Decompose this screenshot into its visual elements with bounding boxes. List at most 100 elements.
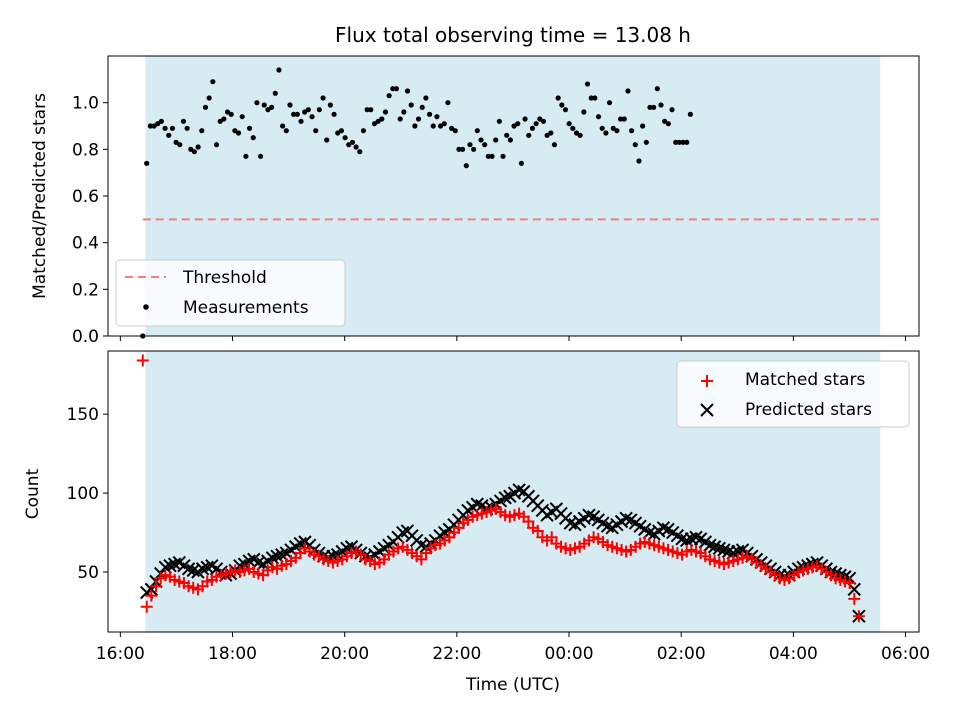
matched-star-marker: [848, 592, 861, 605]
count-y-tick-label: 100: [67, 484, 99, 504]
measurement-point: [540, 118, 547, 124]
measurement-point: [595, 114, 602, 120]
count-x-tick-label: 20:00: [320, 644, 369, 664]
measurement-point: [360, 128, 367, 134]
measurement-point: [522, 116, 528, 122]
predicted-star-marker: [195, 562, 210, 576]
ratio-y-tick-label: 1.0: [72, 94, 99, 114]
measurement-point: [548, 130, 554, 136]
measurement-point: [272, 90, 278, 96]
measurement-point: [533, 121, 539, 127]
matched-star-marker: [140, 600, 153, 613]
measurement-point: [482, 142, 488, 148]
count-x-tick-label: 06:00: [881, 644, 930, 664]
measurement-point: [206, 95, 212, 101]
measurement-point: [496, 118, 502, 124]
measurement-point: [386, 93, 392, 99]
measurement-point: [452, 128, 458, 134]
predicted-star-marker: [619, 511, 633, 526]
measurement-point: [239, 114, 245, 120]
measurement-point: [368, 107, 374, 113]
measurement-point: [504, 132, 510, 138]
measurement-point: [636, 158, 642, 164]
measurement-point: [577, 132, 583, 138]
measurement-point: [592, 95, 598, 101]
ratio-legend: Threshold Measurements: [115, 259, 346, 327]
measurement-point: [621, 116, 627, 122]
count-x-tick-label: 18:00: [208, 644, 257, 664]
measurement-point: [305, 107, 311, 113]
measurement-point: [485, 153, 491, 159]
measurement-point: [379, 116, 385, 122]
measurement-point: [199, 128, 205, 134]
matched-star-marker: [145, 589, 158, 602]
measurement-point: [614, 128, 620, 134]
count-panel: 50 100 150 16:00 18:00 20:00 22:00 00:00 02:00 0…: [23, 350, 930, 695]
measurement-point: [687, 111, 693, 117]
count-y-tick-label: 50: [77, 563, 99, 583]
measurement-point: [144, 160, 150, 166]
measurement-point: [625, 88, 631, 94]
predicted-star-marker: [707, 540, 722, 554]
measurement-point: [390, 86, 396, 92]
matched-star-marker: [415, 553, 428, 566]
matched-star-marker: [136, 354, 149, 367]
measurement-point: [599, 125, 605, 131]
measurement-point: [316, 107, 322, 113]
measurement-point: [397, 116, 403, 122]
measurement-point: [338, 128, 345, 134]
measurement-point: [158, 118, 164, 124]
measurement-point: [327, 102, 333, 108]
matched-star-marker: [150, 580, 163, 593]
measurement-point: [640, 123, 646, 129]
predicted-star-marker: [512, 483, 526, 497]
measurement-point: [221, 116, 227, 122]
predicted-star-marker: [582, 508, 596, 522]
measurement-point: [353, 144, 359, 150]
measurement-point: [654, 86, 660, 92]
chart-title: Flux total observing time = 13.08 h: [335, 23, 691, 47]
ratio-y-tick-label: 0.8: [72, 140, 99, 160]
measurement-point: [415, 116, 422, 122]
measurement-point: [489, 153, 495, 159]
measurement-point: [147, 123, 153, 129]
ratio-y-tick-label: 0.4: [72, 234, 99, 254]
legend-predicted-swatch: [700, 403, 714, 417]
measurement-point: [382, 109, 389, 115]
count-x-tick-label: 02:00: [657, 644, 706, 664]
measurement-points: [140, 67, 693, 339]
measurement-point: [617, 116, 624, 122]
measurement-point: [166, 132, 172, 138]
measurement-point: [518, 160, 525, 166]
measurement-point: [493, 137, 499, 143]
measurement-point: [280, 123, 286, 129]
measurement-point: [283, 128, 289, 134]
measurement-point: [404, 88, 411, 94]
matched-star-marker: [522, 515, 535, 528]
matched-star-marker: [531, 524, 544, 537]
measurement-point: [474, 128, 480, 134]
x-axis-label: Time (UTC): [465, 675, 560, 695]
count-panel-frame: [107, 350, 920, 633]
measurement-point: [658, 102, 664, 108]
ratio-legend-box: [115, 259, 346, 327]
measurement-point: [393, 86, 400, 92]
predicted-star-marker: [703, 538, 717, 552]
measurement-point: [313, 128, 319, 134]
measurement-point: [463, 163, 469, 169]
ratio-y-tick-label: 0.6: [72, 187, 99, 207]
measurement-point: [210, 79, 216, 85]
measurement-point: [606, 100, 613, 106]
measurement-point: [651, 104, 657, 110]
measurement-point: [195, 144, 201, 150]
measurement-point: [254, 100, 260, 106]
measurement-point: [529, 125, 536, 131]
measurement-point: [269, 104, 275, 110]
predicted-star-marker: [689, 530, 703, 544]
predicted-star-marker: [712, 541, 726, 556]
measurement-point: [276, 67, 282, 73]
count-legend: Matched stars Predicted stars: [676, 360, 910, 428]
measurement-point: [191, 149, 198, 155]
measurement-point: [566, 121, 572, 127]
legend-measurements-swatch: [143, 304, 149, 310]
